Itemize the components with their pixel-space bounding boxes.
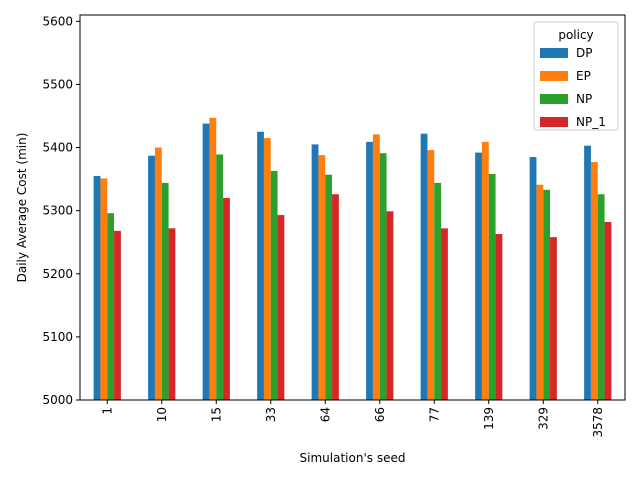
bar-dp-3578	[584, 145, 591, 400]
legend-title: policy	[558, 28, 593, 42]
legend-swatch	[540, 71, 568, 81]
bar-dp-329	[529, 157, 537, 400]
bar-ep-1	[100, 178, 108, 400]
y-tick-label: 5000	[42, 393, 73, 407]
bar-dp-15	[202, 123, 210, 401]
bar-np-3578	[597, 194, 605, 400]
legend-swatch	[540, 117, 568, 127]
bar-ep-10	[154, 147, 162, 400]
y-tick-label: 5200	[42, 267, 73, 281]
bar-np-1-64	[332, 194, 339, 400]
y-tick-label: 5600	[42, 14, 73, 28]
legend: policy DP EP NP NP_1	[533, 21, 619, 131]
legend-label: NP	[576, 92, 592, 106]
bar-np-1-77	[441, 228, 448, 400]
bar-dp-1	[93, 175, 101, 400]
y-tick-label: 5300	[42, 204, 73, 218]
legend-label: NP_1	[576, 115, 606, 129]
x-tick-label: 15	[209, 407, 223, 422]
bar-ep-3578	[590, 162, 598, 400]
bar-ep-66	[372, 134, 380, 401]
x-tick-label: 139	[482, 407, 496, 430]
bar-np-66	[379, 153, 387, 400]
bars-layer	[93, 117, 612, 401]
bar-np-1-329	[550, 237, 557, 400]
x-tick-label: 329	[536, 407, 550, 430]
bar-np-64	[325, 174, 333, 400]
bar-np-1-66	[386, 211, 394, 400]
bar-dp-64	[311, 144, 319, 400]
bar-np-1-10	[168, 228, 176, 400]
x-axis-label: Simulation's seed	[300, 451, 406, 465]
bar-ep-329	[536, 184, 544, 400]
y-tick-label: 5400	[42, 141, 73, 155]
bar-ep-64	[318, 155, 326, 400]
legend-swatch	[540, 94, 568, 104]
bar-np-1-3578	[604, 222, 612, 400]
bar-np-139	[488, 174, 496, 400]
x-tick-label: 77	[427, 407, 441, 422]
bar-np-1-33	[277, 215, 285, 400]
y-axis: 5000 5100 5200 5300 5400 5500 5600	[42, 14, 80, 407]
legend-items: DP EP NP NP_1	[540, 46, 606, 129]
legend-label: EP	[576, 69, 591, 83]
y-tick-label: 5100	[42, 330, 73, 344]
bar-np-329	[543, 189, 551, 400]
y-axis-label: Daily Average Cost (min)	[15, 133, 29, 283]
legend-label: DP	[576, 46, 592, 60]
y-tick-label: 5500	[42, 77, 73, 91]
bar-np-1-15	[223, 198, 230, 400]
bar-ep-77	[427, 150, 435, 400]
bar-np-1	[107, 213, 115, 400]
bar-np-1-1	[114, 230, 121, 400]
bar-dp-33	[257, 131, 264, 400]
bar-np-10	[161, 182, 169, 400]
bar-dp-139	[475, 152, 482, 400]
bar-np-77	[434, 182, 442, 400]
bar-dp-10	[148, 155, 155, 400]
bar-np-33	[270, 170, 278, 400]
bar-ep-139	[481, 141, 489, 400]
x-tick-label: 33	[264, 407, 278, 422]
bar-dp-77	[420, 133, 428, 400]
plot-frame	[79, 14, 626, 401]
x-tick-label: 1	[100, 407, 114, 415]
x-tick-label: 3578	[591, 407, 605, 438]
x-tick-label: 66	[373, 407, 387, 422]
bar-np-15	[216, 154, 224, 400]
bar-dp-66	[366, 141, 373, 400]
x-tick-label: 64	[318, 407, 332, 422]
bar-ep-15	[209, 117, 217, 401]
legend-swatch	[540, 48, 568, 58]
x-tick-label: 10	[155, 407, 169, 422]
x-axis: 1 10 15 33 64 66 77 139 329 3578	[100, 400, 605, 438]
bar-ep-33	[263, 138, 271, 400]
bar-np-1-139	[495, 234, 503, 400]
